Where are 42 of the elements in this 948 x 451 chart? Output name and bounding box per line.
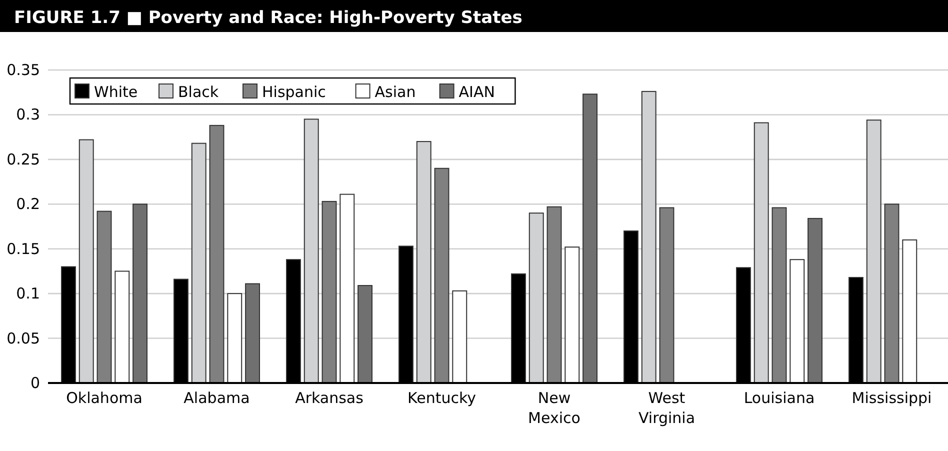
chart-title: FIGURE 1.7 ■ Poverty and Race: High-Poverty States [14, 8, 522, 28]
x-tick-label: Oklahoma [66, 389, 142, 407]
x-tick-label: New Mexico [528, 389, 580, 427]
legend-label: Hispanic [262, 83, 326, 101]
x-tick-label: Arkansas [295, 389, 364, 407]
bar [245, 283, 260, 384]
bar [358, 285, 372, 384]
legend-label: Asian [374, 83, 416, 101]
bar [452, 290, 468, 384]
bar [114, 270, 130, 384]
bar [322, 200, 337, 384]
bar [902, 239, 918, 384]
bar [772, 207, 787, 384]
y-tick-label: 0.25 [6, 150, 40, 168]
bar [790, 259, 805, 384]
y-tick-label: 0.2 [16, 195, 40, 214]
y-tick-label: 0.05 [6, 329, 40, 348]
y-tick-label: 0.3 [16, 106, 40, 124]
bar [884, 204, 900, 384]
legend-label: Black [178, 83, 219, 101]
x-tick-label: Mississippi [852, 389, 932, 407]
bar [582, 94, 598, 384]
bar [227, 293, 242, 384]
bar [659, 207, 674, 384]
bar [209, 124, 224, 384]
bar [564, 246, 580, 384]
y-tick-label: 0.35 [6, 61, 40, 79]
bar [340, 194, 355, 384]
legend-label: AIAN [458, 83, 495, 101]
bar [434, 168, 450, 384]
x-tick-label: Alabama [184, 389, 250, 407]
bar [96, 210, 112, 384]
bar [808, 218, 822, 384]
bar [546, 206, 562, 384]
x-tick-label: Louisiana [744, 389, 815, 407]
legend-label: White [94, 83, 138, 101]
x-tick-label: West Virginia [638, 389, 696, 427]
y-tick-label: 0 [30, 374, 40, 392]
bar [132, 204, 148, 384]
y-tick-label: 0.15 [6, 240, 40, 258]
x-tick-label: Kentucky [408, 389, 476, 407]
y-tick-label: 0.1 [16, 284, 40, 303]
